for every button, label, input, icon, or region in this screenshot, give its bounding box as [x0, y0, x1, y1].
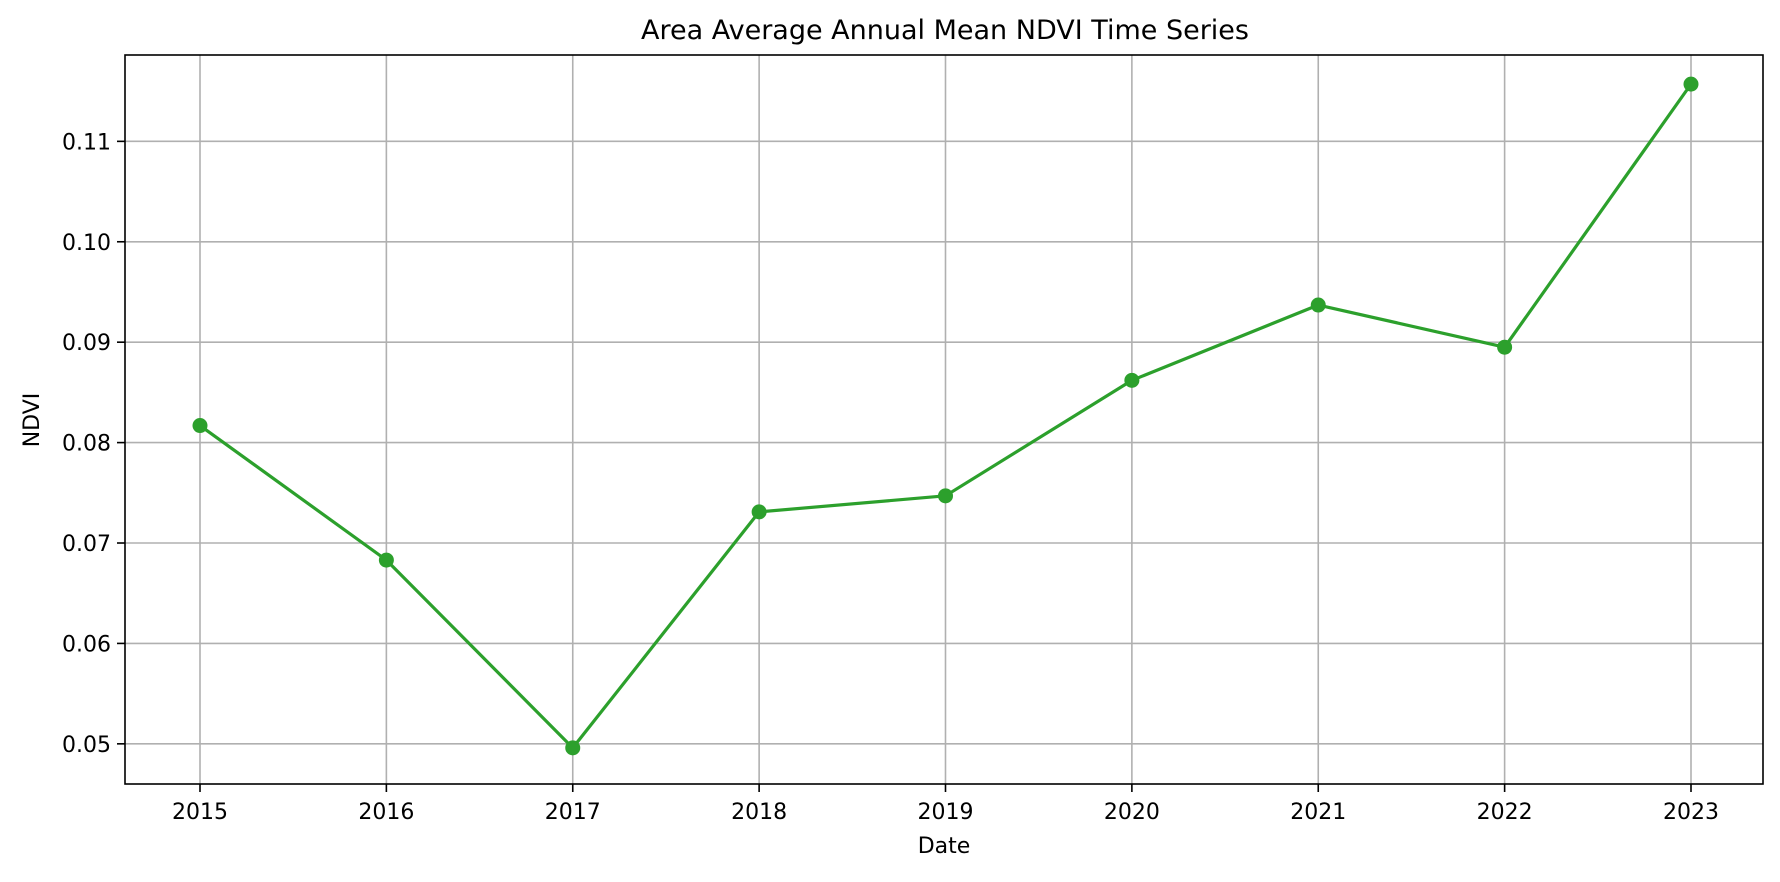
x-tick-label: 2020	[1104, 800, 1160, 825]
data-point	[565, 740, 581, 756]
data-point	[1497, 339, 1513, 355]
data-point	[938, 488, 953, 504]
y-axis-title: NDVI	[20, 393, 45, 448]
data-point	[192, 418, 208, 434]
tick-layer: 2015 2016 2017 2018 2019 2020 2021 2022 2023 0.05…	[62, 130, 1719, 825]
grid-layer	[125, 55, 1763, 784]
y-tick-label: 0.09	[62, 331, 111, 356]
y-tick-label: 0.07	[62, 532, 111, 557]
data-point	[378, 552, 394, 568]
x-axis-title: Date	[918, 834, 971, 859]
x-tick-label: 2019	[918, 800, 974, 825]
x-tick-label: 2021	[1290, 800, 1346, 825]
y-tick-label: 0.11	[62, 130, 111, 155]
y-tick-label: 0.05	[62, 733, 111, 758]
data-point	[1683, 76, 1699, 92]
data-point	[1310, 297, 1326, 313]
y-tick-label: 0.06	[62, 632, 111, 657]
x-tick-label: 2018	[731, 800, 787, 825]
y-tick-label: 0.08	[62, 432, 111, 457]
x-tick-label: 2022	[1477, 800, 1533, 825]
x-tick-label: 2023	[1663, 800, 1719, 825]
series-layer	[192, 76, 1699, 756]
x-tick-label: 2015	[172, 800, 228, 825]
chart-title: Area Average Annual Mean NDVI Time Serie…	[641, 15, 1249, 46]
plot-frame	[124, 54, 1764, 785]
data-point	[1124, 372, 1140, 388]
x-tick-label: 2016	[358, 800, 414, 825]
y-tick-label: 0.10	[62, 231, 111, 256]
data-point	[751, 504, 767, 520]
x-tick-label: 2017	[545, 800, 601, 825]
